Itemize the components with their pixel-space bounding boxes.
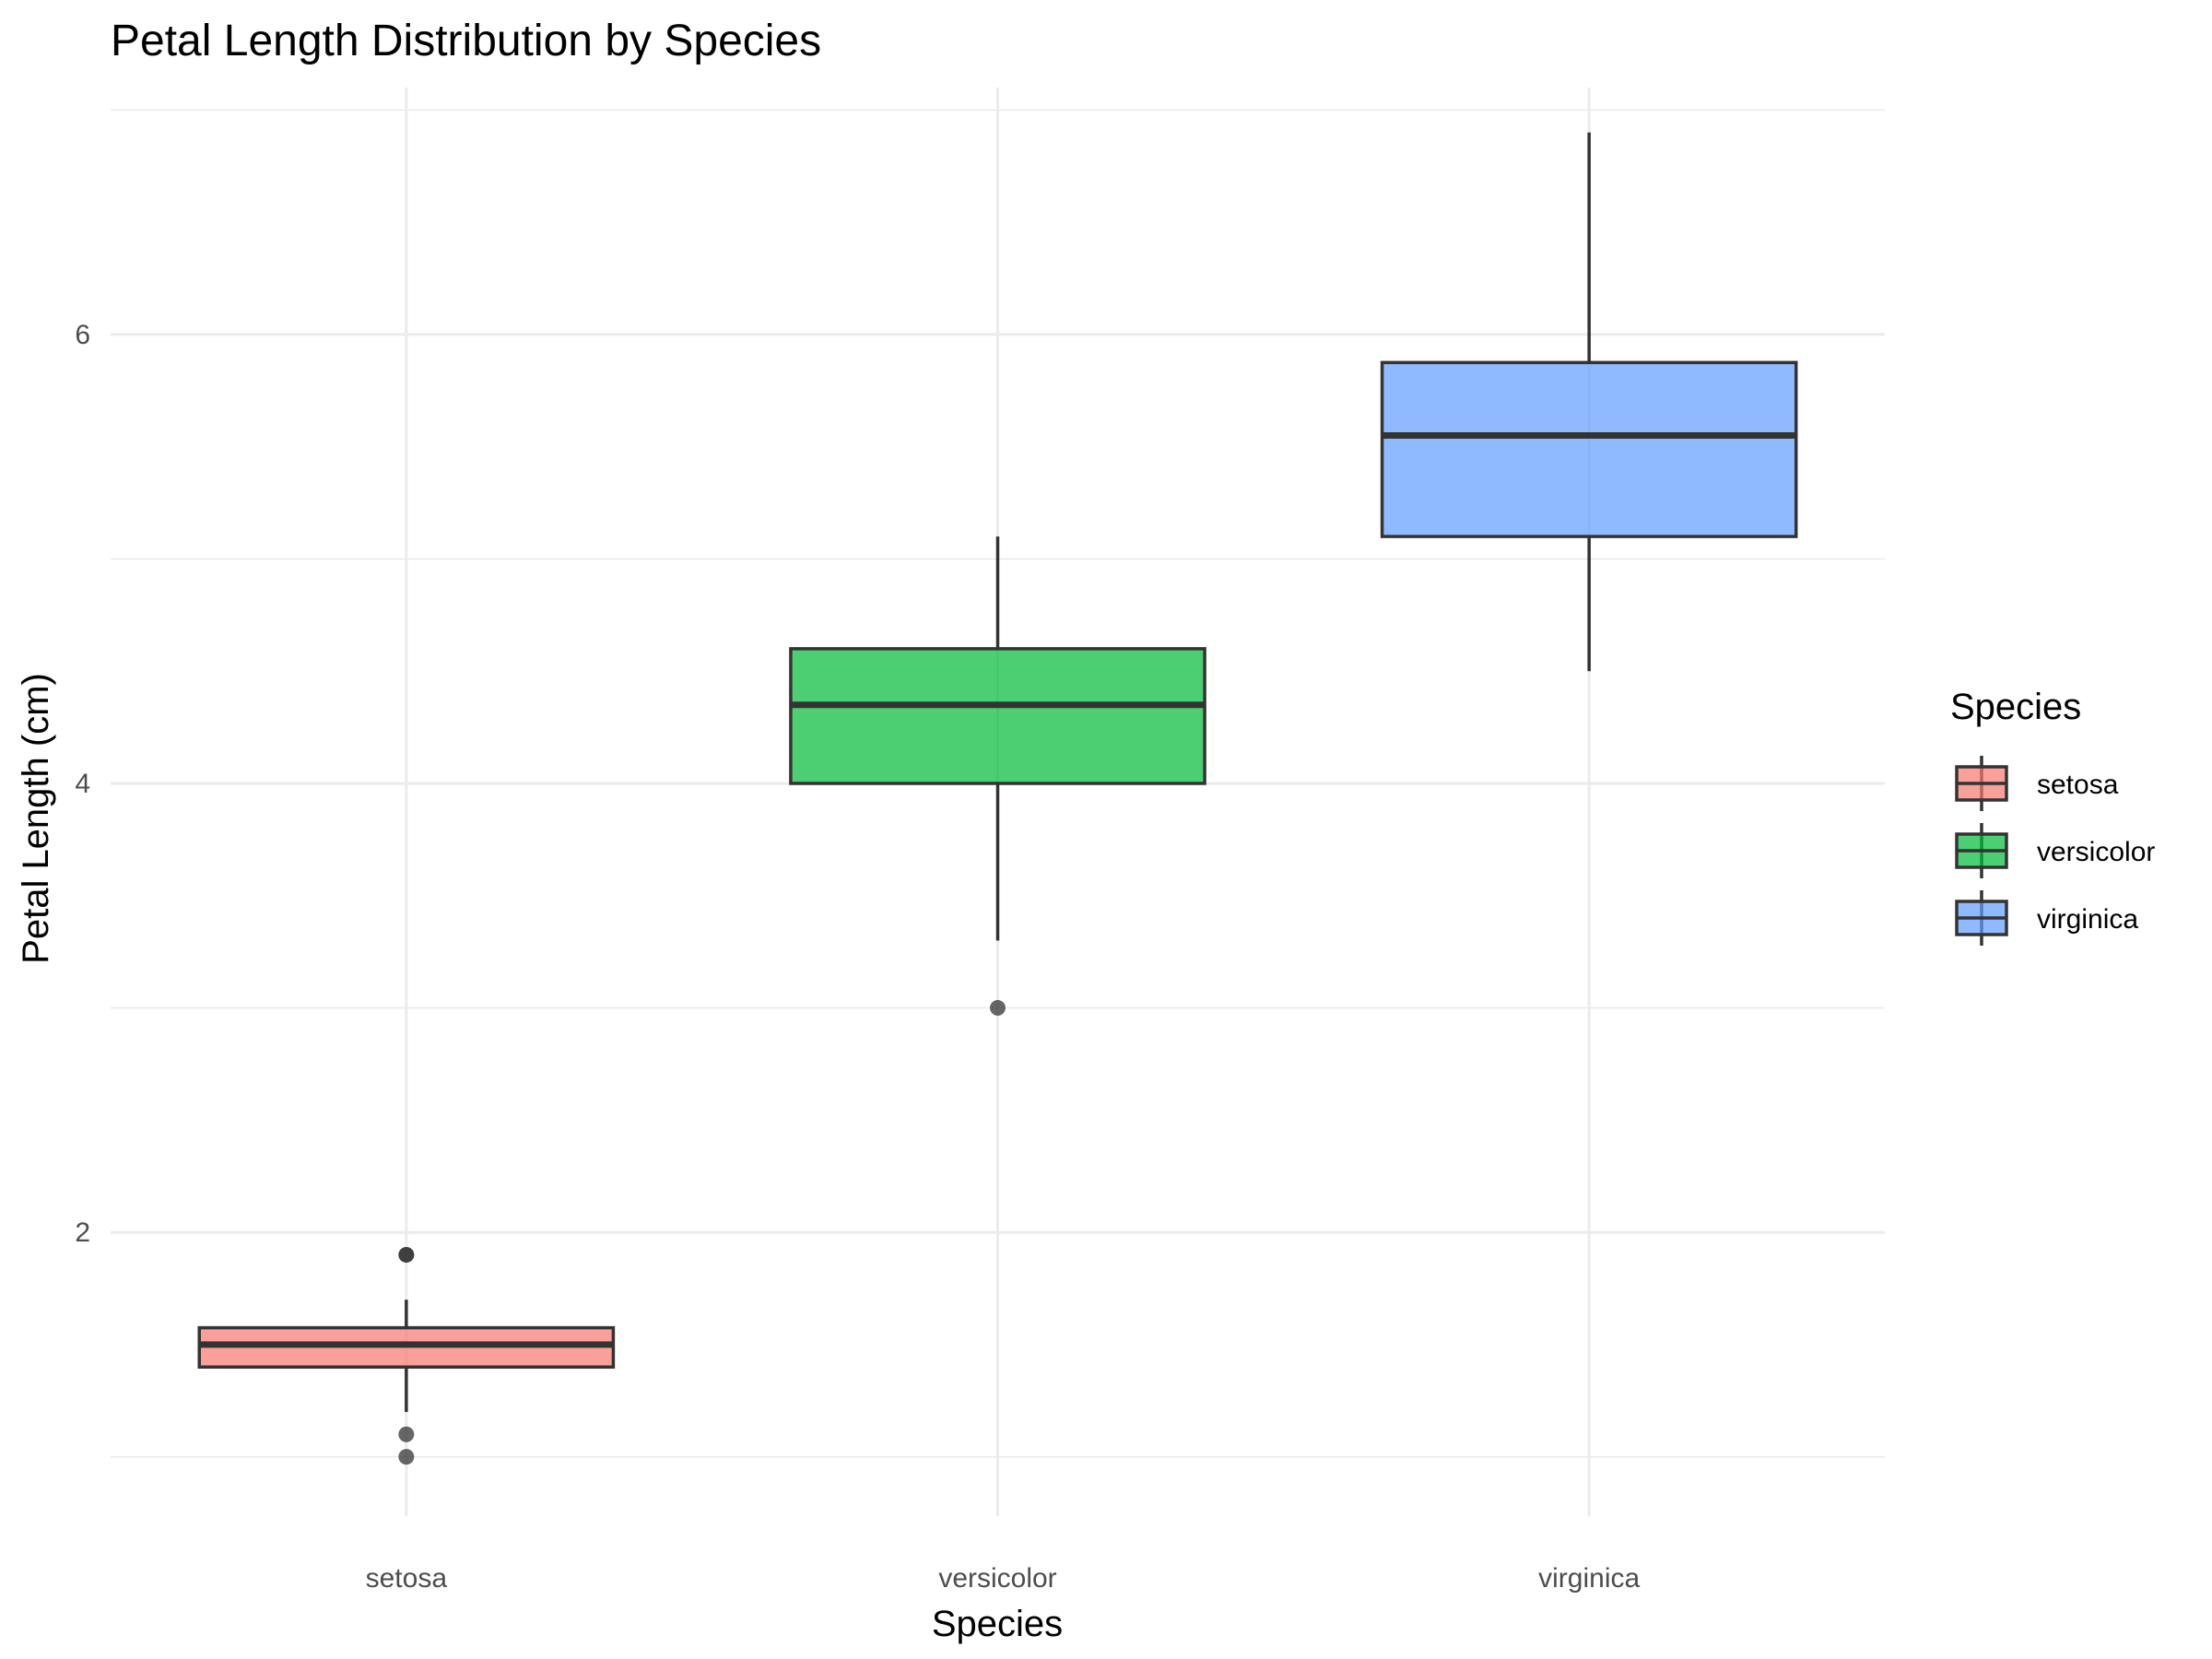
y-tick-label: 2 — [75, 1218, 90, 1248]
box-layer — [197, 132, 1798, 1465]
outlier-point — [398, 1449, 415, 1465]
box-setosa — [197, 1246, 616, 1465]
x-tick-label: setosa — [366, 1563, 448, 1594]
chart-title: Petal Length Distribution by Species — [111, 17, 821, 65]
box-virginica — [1380, 132, 1798, 672]
outlier-point — [990, 1000, 1006, 1017]
outlier-point — [398, 1426, 415, 1442]
legend-label: setosa — [2037, 770, 2119, 800]
tick-layer: 2 4 6 setosa versicolor virginica — [75, 320, 1640, 1594]
box-iqr — [1380, 360, 1798, 538]
legend: Species setosa versicolor virginica — [1950, 687, 2155, 946]
legend-item-virginica: virginica — [1955, 890, 2138, 946]
x-tick-label: virginica — [1538, 1563, 1640, 1594]
y-axis-title: Petal Length (cm) — [16, 673, 56, 964]
box-versicolor — [789, 536, 1206, 1017]
x-tick-label: versicolor — [938, 1563, 1056, 1594]
y-tick-label: 4 — [75, 769, 90, 799]
legend-title: Species — [1950, 687, 2081, 727]
y-tick-label: 6 — [75, 320, 90, 350]
legend-label: versicolor — [2037, 837, 2155, 867]
legend-label: virginica — [2037, 904, 2138, 935]
box-iqr — [789, 647, 1206, 785]
legend-item-versicolor: versicolor — [1955, 823, 2155, 878]
x-axis-title: Species — [932, 1604, 1063, 1644]
legend-items: setosa versicolor virginica — [1955, 756, 2155, 946]
outlier-point — [398, 1246, 415, 1263]
legend-item-setosa: setosa — [1955, 756, 2119, 811]
